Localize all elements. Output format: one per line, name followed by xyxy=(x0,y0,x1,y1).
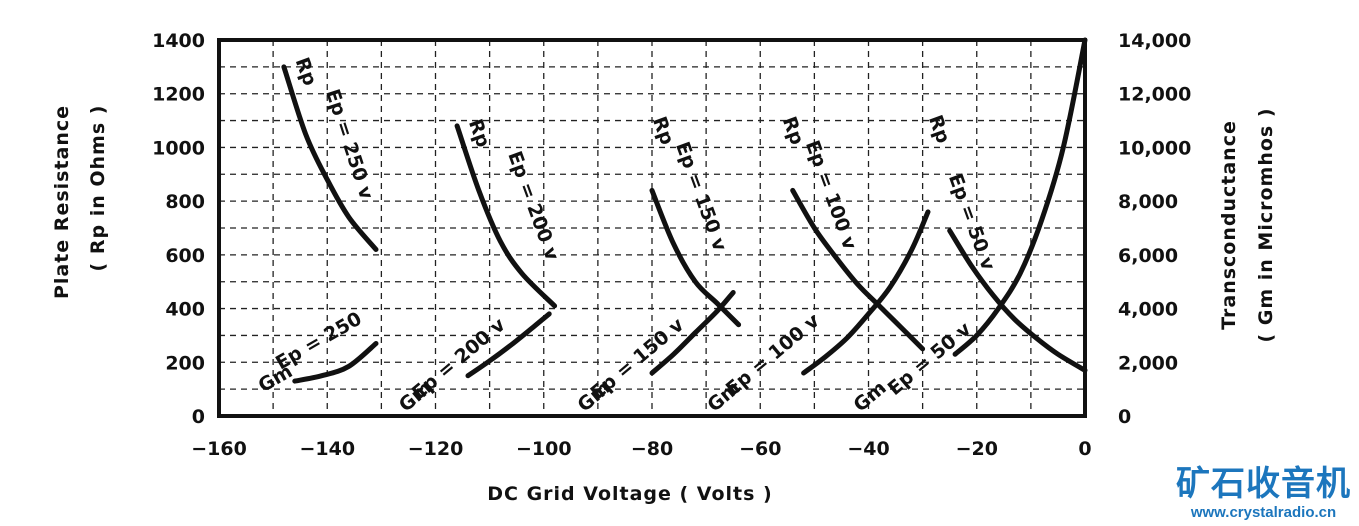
left-y-tick-label: 0 xyxy=(192,406,205,428)
x-tick-label: −120 xyxy=(408,438,464,460)
plot-frame xyxy=(217,38,1087,418)
right-axis-title-line1: Transconductance xyxy=(1218,120,1240,330)
tick-labels: −160 −140 −120 −100 −80 −60 −40 −20 0 0 200 400 600 8… xyxy=(152,30,1191,460)
site-watermark: 矿石收音机 www.crystalradio.cn xyxy=(1176,464,1351,522)
rp-ep-100-v-curve xyxy=(790,187,926,352)
x-tick-label: −140 xyxy=(299,438,355,460)
left-y-tick-label: 1400 xyxy=(152,30,205,52)
right-axis-title-line2: ( Gm in Micromhos ) xyxy=(1255,107,1277,342)
right-y-tick-label: 6,000 xyxy=(1118,245,1178,267)
watermark-url: www.crystalradio.cn xyxy=(1190,504,1337,521)
x-tick-label: −80 xyxy=(631,438,673,460)
x-tick-label: 0 xyxy=(1078,438,1091,460)
curve-annotation: Rp xyxy=(291,55,321,89)
rp-ep-200-v-curve xyxy=(454,123,558,309)
right-y-tick-label: 10,000 xyxy=(1118,137,1191,159)
rp-ep-50-v-curve xyxy=(947,228,1088,373)
x-tick-label: −40 xyxy=(847,438,889,460)
right-y-tick-label: 14,000 xyxy=(1118,30,1191,52)
gm-ep-150-v-curve xyxy=(649,290,736,376)
rp-ep-150-v-curve xyxy=(649,187,742,328)
x-tick-label: −160 xyxy=(191,438,247,460)
left-y-tick-label: 800 xyxy=(165,191,205,213)
right-y-tick-label: 12,000 xyxy=(1118,84,1191,106)
curve-annotation: Ep = 150 v xyxy=(586,313,688,404)
rp-ep-250-v-curve xyxy=(281,64,379,252)
watermark-title: 矿石收音机 xyxy=(1176,464,1351,504)
gridlines xyxy=(219,40,1085,416)
right-y-tick-label: 4,000 xyxy=(1118,299,1178,321)
x-axis-title: DC Grid Voltage ( Volts ) xyxy=(487,483,772,505)
curve-annotation: Rp xyxy=(924,112,954,146)
x-tick-label: −100 xyxy=(516,438,572,460)
curve-annotation: Ep = 50 v xyxy=(884,318,976,400)
left-y-tick-label: 400 xyxy=(165,299,205,321)
curve-annotation: Ep = 50 v xyxy=(944,171,999,274)
x-tick-label: −60 xyxy=(739,438,781,460)
left-y-tick-label: 1200 xyxy=(152,84,205,106)
curve-annotation: Rp xyxy=(778,114,808,148)
curve-annotation: Ep = 100 v xyxy=(801,138,861,254)
right-y-tick-label: 8,000 xyxy=(1118,191,1178,213)
left-axis-title-line2: ( Rp in Ohms ) xyxy=(87,105,109,272)
gm-ep-50-v-curve xyxy=(952,37,1088,357)
gm-ep-200-v-curve xyxy=(465,311,552,379)
curve-annotation: Ep = 150 v xyxy=(671,139,731,255)
left-y-tick-label: 600 xyxy=(165,245,205,267)
x-tick-label: −20 xyxy=(956,438,998,460)
left-y-tick-label: 200 xyxy=(165,352,205,374)
gm-ep-250-curve xyxy=(292,341,379,384)
left-axis-title-line1: Plate Resistance xyxy=(51,105,73,299)
right-y-tick-label: 2,000 xyxy=(1118,352,1178,374)
gm-ep-100-v-curve xyxy=(801,209,931,376)
left-y-tick-label: 1000 xyxy=(152,137,205,159)
curve-annotation: Ep = 200 v xyxy=(503,148,563,264)
curves xyxy=(281,37,1088,384)
right-y-tick-label: 0 xyxy=(1118,406,1131,428)
